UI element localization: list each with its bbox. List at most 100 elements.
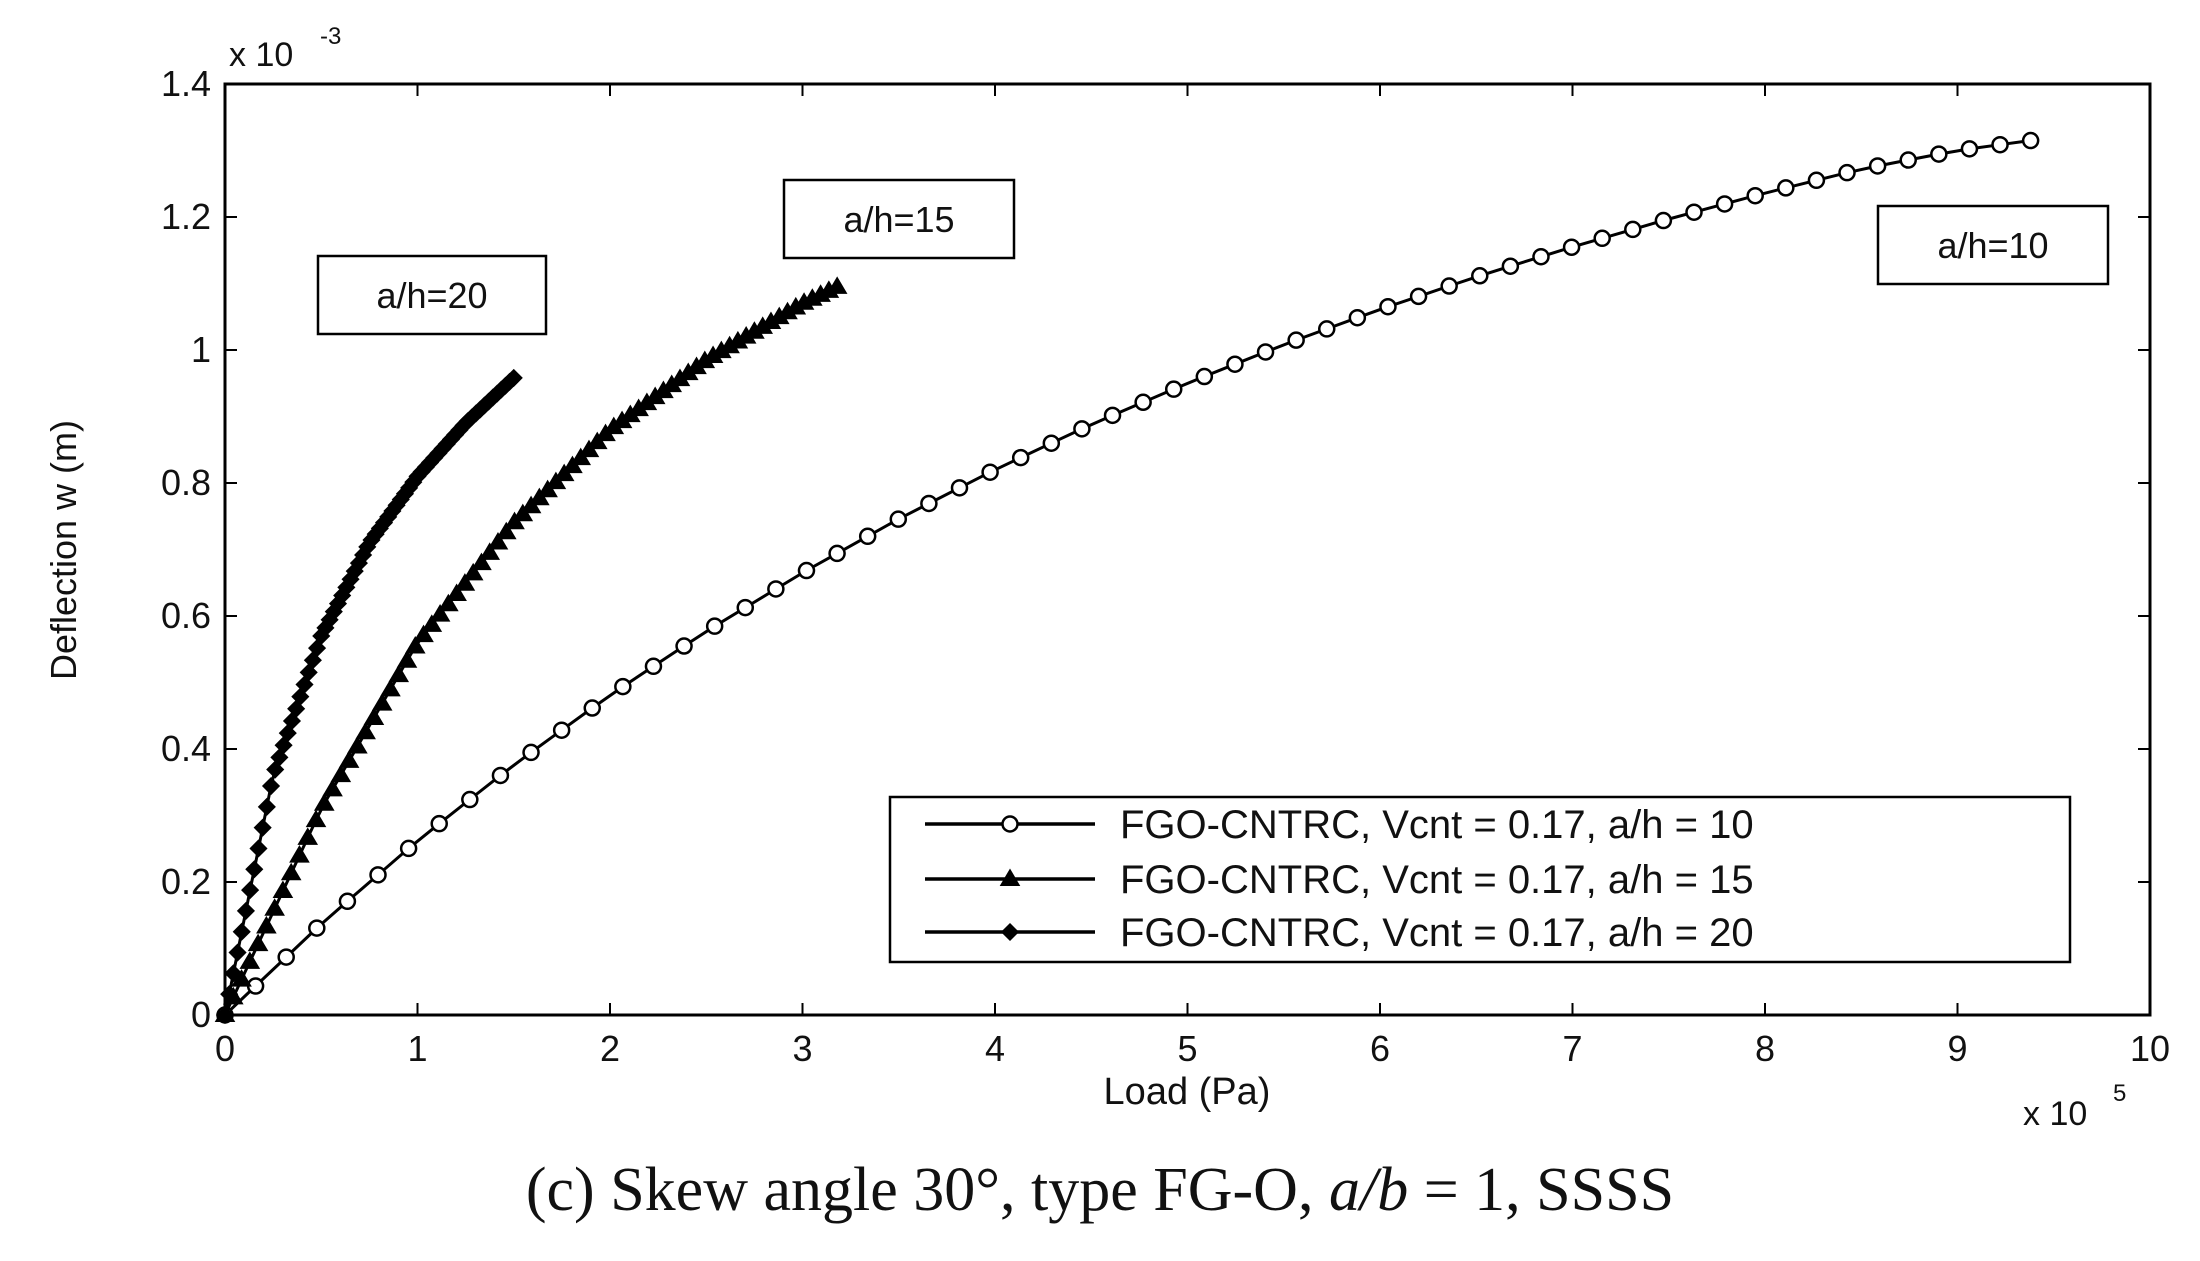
figure-caption: (c) Skew angle 30°, type FG-O, a/b = 1, … bbox=[526, 1156, 1674, 1224]
legend: FGO-CNTRC, Vcnt = 0.17, a/h = 10 FGO-CNTR… bbox=[888, 795, 2072, 964]
data-point bbox=[675, 637, 693, 655]
data-point bbox=[1379, 297, 1397, 316]
data-point bbox=[1868, 157, 1887, 175]
data-point bbox=[313, 793, 335, 811]
x-tick-label: 4 bbox=[985, 1028, 1005, 1069]
data-point bbox=[644, 657, 663, 676]
data-point bbox=[1593, 229, 1611, 248]
data-point bbox=[1256, 343, 1275, 361]
data-point bbox=[245, 860, 264, 879]
data-point bbox=[1287, 331, 1305, 349]
y-tick-label: 0 bbox=[191, 994, 211, 1035]
data-point bbox=[1042, 434, 1061, 452]
annotation-ah15-box bbox=[782, 178, 1016, 260]
legend-entry-1: FGO-CNTRC, Vcnt = 0.17, a/h = 15 bbox=[925, 858, 1754, 902]
legend-entry-2: FGO-CNTRC, Vcnt = 0.17, a/h = 20 bbox=[925, 911, 1754, 955]
legend-marker bbox=[1000, 922, 1020, 942]
data-point bbox=[338, 892, 357, 911]
data-point bbox=[950, 479, 969, 497]
data-point bbox=[462, 562, 484, 581]
data-point bbox=[347, 736, 368, 754]
data-point bbox=[1501, 257, 1520, 275]
annotation-ah20-box bbox=[316, 254, 548, 336]
data-point bbox=[1471, 267, 1489, 285]
data-point bbox=[289, 845, 310, 863]
data-point bbox=[363, 707, 385, 725]
data-point bbox=[491, 766, 510, 785]
x-multiplier-base: x 10 bbox=[2023, 1095, 2087, 1133]
data-point bbox=[261, 776, 281, 796]
x-tick-label: 7 bbox=[1562, 1028, 1582, 1069]
data-point bbox=[1991, 135, 2009, 154]
x-tick-label: 1 bbox=[407, 1028, 427, 1069]
legend-label: FGO-CNTRC, Vcnt = 0.17, a/h = 20 bbox=[1120, 911, 1754, 955]
data-point bbox=[308, 919, 326, 937]
data-point bbox=[220, 985, 239, 1004]
data-point bbox=[614, 677, 632, 696]
data-point bbox=[889, 510, 908, 528]
data-point bbox=[920, 494, 938, 513]
data-point bbox=[1409, 287, 1428, 306]
data-point bbox=[404, 635, 426, 654]
data-point bbox=[767, 580, 785, 598]
series-2 bbox=[215, 368, 523, 1025]
y-tick-label: 1.4 bbox=[161, 63, 211, 104]
data-point bbox=[522, 743, 540, 762]
data-point bbox=[241, 881, 260, 900]
data-point bbox=[1562, 238, 1581, 256]
y-tick-label: 0.4 bbox=[161, 728, 211, 769]
data-point bbox=[429, 604, 451, 622]
caption-prefix: (c) Skew angle 30°, type FG-O, bbox=[526, 1156, 1329, 1224]
data-point bbox=[1624, 220, 1642, 239]
y-tick-label: 1 bbox=[191, 329, 211, 370]
data-point bbox=[1348, 308, 1367, 327]
data-point bbox=[1532, 247, 1550, 266]
data-point bbox=[338, 750, 360, 768]
legend-entry-0: FGO-CNTRC, Vcnt = 0.17, a/h = 10 bbox=[925, 803, 1754, 847]
data-point bbox=[1838, 163, 1856, 182]
data-point bbox=[487, 532, 509, 550]
annotation-ah10: a/h=10 bbox=[1876, 204, 2110, 286]
annotation-ah10-label: a/h=10 bbox=[1937, 225, 2048, 266]
annotation-ah20-label: a/h=20 bbox=[376, 275, 487, 316]
data-point bbox=[1807, 171, 1826, 190]
legend-label: FGO-CNTRC, Vcnt = 0.17, a/h = 15 bbox=[1120, 858, 1754, 902]
data-point bbox=[583, 699, 602, 717]
y-axis-label: Deflection w (m) bbox=[43, 420, 84, 680]
data-point bbox=[371, 693, 393, 711]
data-point bbox=[2021, 131, 2040, 150]
data-point bbox=[797, 561, 816, 580]
data-point bbox=[1777, 179, 1795, 197]
y-multiplier-exponent: -3 bbox=[320, 23, 341, 50]
data-point bbox=[355, 721, 376, 740]
data-point bbox=[330, 764, 352, 783]
data-point bbox=[249, 839, 268, 858]
y-tick-label: 0.2 bbox=[161, 861, 211, 902]
data-point bbox=[1318, 320, 1336, 338]
data-point bbox=[1960, 140, 1979, 158]
data-point bbox=[1164, 380, 1183, 398]
data-point bbox=[239, 951, 261, 969]
data-point bbox=[232, 922, 251, 941]
x-tick-label: 8 bbox=[1755, 1028, 1775, 1069]
data-point bbox=[272, 880, 294, 899]
data-point bbox=[828, 544, 846, 563]
x-tick-label: 6 bbox=[1370, 1028, 1390, 1069]
x-tick-label: 9 bbox=[1947, 1028, 1967, 1069]
data-point bbox=[1899, 151, 1917, 169]
caption-suffix: = 1, SSSS bbox=[1408, 1156, 1674, 1224]
data-point bbox=[399, 839, 418, 858]
x-tick-label: 2 bbox=[600, 1028, 620, 1069]
data-point bbox=[1654, 211, 1673, 230]
y-tick-label: 0.6 bbox=[161, 595, 211, 636]
y-tick-label: 0.8 bbox=[161, 462, 211, 503]
data-point bbox=[380, 678, 401, 697]
annotation-ah15-label: a/h=15 bbox=[843, 199, 954, 240]
data-point bbox=[461, 790, 479, 809]
data-point bbox=[471, 552, 492, 571]
x-tick-label: 10 bbox=[2130, 1028, 2170, 1069]
data-point bbox=[236, 901, 255, 920]
data-point bbox=[1011, 448, 1030, 467]
data-point bbox=[388, 664, 410, 683]
data-point bbox=[396, 650, 418, 668]
